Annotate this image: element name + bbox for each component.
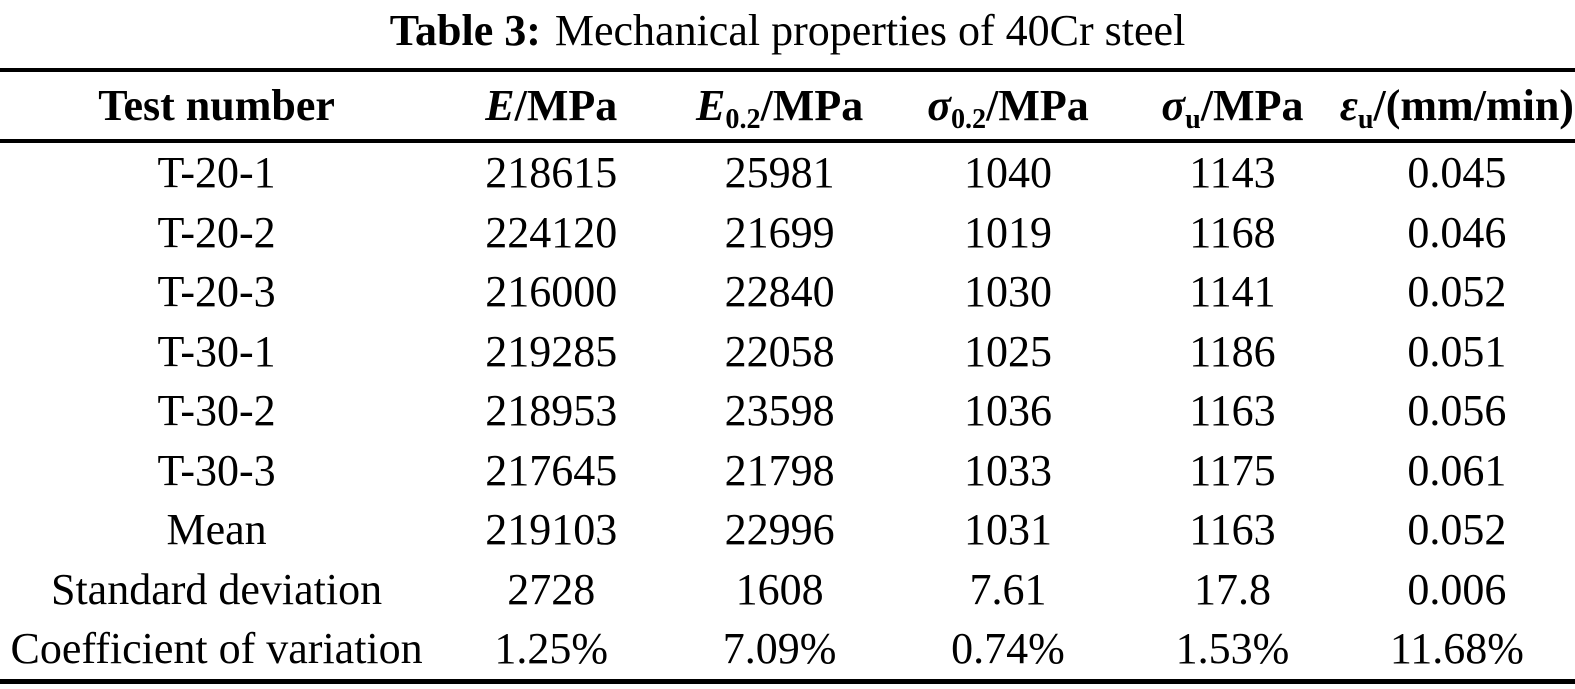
header-segment: u bbox=[1185, 103, 1201, 135]
table-cell: 2728 bbox=[507, 564, 596, 614]
table-cell: 1036 bbox=[964, 386, 1052, 436]
table-cell: 1163 bbox=[1189, 505, 1276, 555]
table-cell: 224120 bbox=[485, 207, 618, 257]
column-header-e-mpa: E/MPa bbox=[433, 70, 669, 141]
table-row: T-20-3 216000 22840 1030 1141 0.052 bbox=[0, 262, 1575, 322]
table-cell: 25981 bbox=[724, 148, 835, 198]
table-cell: 22996 bbox=[724, 505, 835, 555]
table-cell: 0.052 bbox=[1407, 505, 1507, 555]
table-cell: 0.052 bbox=[1407, 267, 1507, 317]
row-label: Coefficient of variation bbox=[10, 624, 423, 674]
table-cell: 217645 bbox=[485, 445, 618, 495]
header-segment: /MPa bbox=[514, 81, 618, 130]
table-cell: 17.8 bbox=[1193, 564, 1271, 614]
header-segment: E bbox=[696, 81, 726, 130]
table-cell: 0.056 bbox=[1407, 386, 1507, 436]
table-cell: 0.74% bbox=[951, 624, 1065, 674]
table-cell: 1030 bbox=[964, 267, 1052, 317]
table-cell: 219285 bbox=[485, 326, 618, 376]
column-header-sigma02-mpa: σ0.2/MPa bbox=[890, 70, 1126, 141]
table-row: T-30-2 218953 23598 1036 1163 0.056 bbox=[0, 381, 1575, 441]
table-cell: 218953 bbox=[485, 386, 618, 436]
column-header-epsilonu-mm-min: εu/(mm/min) bbox=[1339, 70, 1575, 141]
table-cell: 22840 bbox=[724, 267, 835, 317]
table-cell: 0.006 bbox=[1407, 564, 1507, 614]
table-cell: 11.68% bbox=[1389, 624, 1524, 674]
table-caption-text: Mechanical properties of 40Cr steel bbox=[554, 6, 1186, 55]
column-header-test-number: Test number bbox=[0, 70, 433, 141]
table-row: Mean 219103 22996 1031 1163 0.052 bbox=[0, 500, 1575, 560]
table-cell: 7.61 bbox=[969, 564, 1047, 614]
table-header: Test number E/MPa E0.2/MPa σ0.2/MPa σu/MPa εu… bbox=[0, 70, 1575, 141]
table-cell: 0.061 bbox=[1407, 445, 1507, 495]
row-label: Mean bbox=[166, 505, 267, 555]
header-segment: σ bbox=[927, 81, 951, 130]
table-cell: 1175 bbox=[1189, 445, 1276, 495]
header-segment: Test number bbox=[98, 81, 335, 130]
header-segment: E bbox=[485, 81, 515, 130]
table-cell: 1608 bbox=[735, 564, 824, 614]
table-cell: 216000 bbox=[485, 267, 618, 317]
table-cell: 1033 bbox=[964, 445, 1052, 495]
table-row: Standard deviation 2728 1608 7.61 17.8 0.006 bbox=[0, 560, 1575, 620]
table-cell: 1025 bbox=[964, 326, 1052, 376]
table-row: T-30-1 219285 22058 1025 1186 0.051 bbox=[0, 322, 1575, 382]
header-segment: 0.2 bbox=[950, 103, 987, 135]
table-cell: 218615 bbox=[485, 148, 618, 198]
row-label: T-20-3 bbox=[157, 267, 276, 317]
header-segment: /MPa bbox=[760, 81, 864, 130]
table-cell: 7.09% bbox=[722, 624, 837, 674]
row-label: Standard deviation bbox=[50, 564, 383, 614]
table-row: T-20-2 224120 21699 1019 1168 0.046 bbox=[0, 203, 1575, 263]
row-label: T-20-1 bbox=[157, 148, 276, 198]
table-cell: 21699 bbox=[724, 207, 835, 257]
header-segment: 0.2 bbox=[725, 103, 761, 135]
header-segment: /(mm/min) bbox=[1373, 81, 1574, 130]
header-segment: /MPa bbox=[1200, 81, 1304, 130]
table-row: T-20-1 218615 25981 1040 1143 0.045 bbox=[0, 141, 1575, 203]
table-cell: 1.25% bbox=[494, 624, 609, 674]
table-header-row: Test number E/MPa E0.2/MPa σ0.2/MPa σu/MPa εu… bbox=[0, 70, 1575, 141]
table-cell: 0.046 bbox=[1407, 207, 1507, 257]
row-label: T-30-1 bbox=[157, 326, 276, 376]
table-caption-label: Table 3: bbox=[389, 6, 541, 55]
table-cell: 0.045 bbox=[1407, 148, 1507, 198]
column-header-e02-mpa: E0.2/MPa bbox=[669, 70, 890, 141]
table-cell: 21798 bbox=[724, 445, 835, 495]
mechanical-properties-table: Test number E/MPa E0.2/MPa σ0.2/MPa σu/MPa εu… bbox=[0, 68, 1575, 684]
table-cell: 1168 bbox=[1189, 207, 1276, 257]
header-segment: σ bbox=[1161, 81, 1186, 130]
header-segment: u bbox=[1357, 103, 1374, 135]
table-cell: 1186 bbox=[1189, 326, 1276, 376]
header-segment: ε bbox=[1339, 81, 1358, 130]
table-cell: 23598 bbox=[724, 386, 835, 436]
table-row: T-30-3 217645 21798 1033 1175 0.061 bbox=[0, 441, 1575, 501]
table-caption: Table 3: Mechanical properties of 40Cr st… bbox=[0, 0, 1575, 68]
table-cell: 1163 bbox=[1189, 386, 1276, 436]
table-cell: 1.53% bbox=[1175, 624, 1290, 674]
table-body: T-20-1 218615 25981 1040 1143 0.045 T-20-2 2241… bbox=[0, 141, 1575, 681]
table-cell: 22058 bbox=[724, 326, 835, 376]
table-cell: 0.051 bbox=[1407, 326, 1507, 376]
table-cell: 1040 bbox=[964, 148, 1052, 198]
header-segment: /MPa bbox=[986, 81, 1089, 130]
row-label: T-30-3 bbox=[157, 445, 276, 495]
row-label: T-20-2 bbox=[157, 207, 276, 257]
table-cell: 1031 bbox=[964, 505, 1052, 555]
table-cell: 1141 bbox=[1189, 267, 1276, 317]
column-header-sigmau-mpa: σu/MPa bbox=[1126, 70, 1339, 141]
row-label: T-30-2 bbox=[157, 386, 276, 436]
table-cell: 1019 bbox=[964, 207, 1052, 257]
table-cell: 219103 bbox=[485, 505, 618, 555]
table-row: Coefficient of variation 1.25% 7.09% 0.74% 1… bbox=[0, 619, 1575, 681]
table-cell: 1143 bbox=[1189, 148, 1276, 198]
